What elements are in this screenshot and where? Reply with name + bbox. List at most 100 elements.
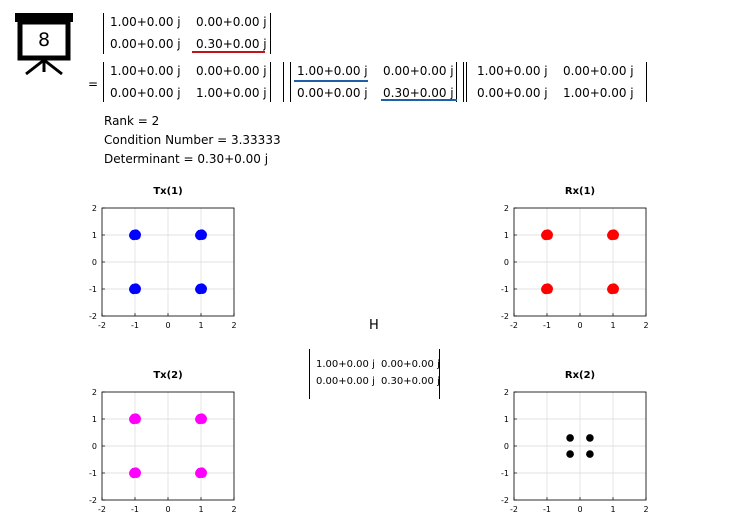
data-point bbox=[195, 283, 207, 295]
data-point bbox=[129, 283, 141, 295]
x-tick-label: -1 bbox=[543, 321, 551, 330]
x-tick-label: -2 bbox=[98, 505, 106, 514]
y-tick-label: 1 bbox=[92, 231, 97, 240]
rank-text: Rank = 2 bbox=[104, 114, 160, 128]
x-tick-label: -1 bbox=[131, 321, 139, 330]
matrix-cell: 0.00+0.00 j bbox=[563, 64, 634, 78]
matrix-cell: 0.00+0.00 j bbox=[381, 359, 440, 370]
x-tick-label: 1 bbox=[610, 505, 615, 514]
matrix-cell: 0.00+0.00 j bbox=[297, 86, 368, 100]
matrix-cell: 1.00+0.00 j bbox=[316, 359, 375, 370]
y-tick-label: 2 bbox=[92, 388, 97, 397]
chart-title: Tx(1) bbox=[153, 186, 182, 197]
x-tick-label: 1 bbox=[610, 321, 615, 330]
y-tick-label: 2 bbox=[504, 204, 509, 213]
top-matrix: 1.00+0.00 j 0.00+0.00 j 0.00+0.00 j 0.30… bbox=[103, 13, 271, 54]
x-tick-label: 2 bbox=[231, 321, 236, 330]
matrix-cell: 0.00+0.00 j bbox=[196, 15, 267, 29]
matrix-cell: 1.00+0.00 j bbox=[110, 64, 181, 78]
x-tick-label: -2 bbox=[510, 505, 518, 514]
chart-tx1: Tx(1) -2 -1 0 1 2 2 1 0 -1 -2 bbox=[89, 186, 237, 330]
matrix-cell: 0.00+0.00 j bbox=[477, 86, 548, 100]
y-tick-label: -2 bbox=[501, 312, 509, 321]
y-tick-label: 0 bbox=[504, 258, 509, 267]
matrix-cell: 0.00+0.00 j bbox=[383, 64, 454, 78]
y-tick-label: -1 bbox=[89, 285, 97, 294]
y-tick-label: 0 bbox=[92, 442, 97, 451]
data-point bbox=[129, 229, 141, 241]
h-label: H bbox=[369, 318, 379, 333]
blue-underline bbox=[294, 80, 368, 82]
chart-rx2: Rx(2) -2 -1 0 1 2 2 1 0 -1 -2 bbox=[501, 370, 649, 514]
matrix-cell: 0.00+0.00 j bbox=[196, 64, 267, 78]
y-tick-label: 2 bbox=[92, 204, 97, 213]
matrix-cell: 0.00+0.00 j bbox=[316, 376, 375, 387]
data-point bbox=[195, 467, 207, 479]
y-tick-label: 1 bbox=[504, 415, 509, 424]
y-tick-label: 1 bbox=[92, 415, 97, 424]
y-tick-label: -1 bbox=[501, 285, 509, 294]
matrix-cell: 0.00+0.00 j bbox=[110, 37, 181, 51]
matrix-cell: 1.00+0.00 j bbox=[297, 64, 368, 78]
data-point bbox=[586, 434, 594, 442]
x-tick-label: -2 bbox=[98, 321, 106, 330]
svd-u-matrix: 1.00+0.00 j 0.00+0.00 j 0.00+0.00 j 1.00… bbox=[103, 62, 271, 102]
chart-title: Rx(1) bbox=[565, 186, 595, 197]
slide-number: 8 bbox=[37, 29, 51, 51]
data-point bbox=[195, 229, 207, 241]
red-underline bbox=[192, 51, 265, 53]
x-tick-label: -1 bbox=[131, 505, 139, 514]
presentation-board-icon: 8 bbox=[12, 10, 78, 76]
matrix-cell: 1.00+0.00 j bbox=[110, 15, 181, 29]
data-point bbox=[566, 450, 574, 458]
h-matrix: 1.00+0.00 j 0.00+0.00 j 0.00+0.00 j 0.30… bbox=[309, 349, 440, 399]
y-tick-label: -1 bbox=[501, 469, 509, 478]
data-point bbox=[541, 229, 553, 241]
data-point bbox=[566, 434, 574, 442]
x-tick-label: 2 bbox=[231, 505, 236, 514]
y-tick-label: -2 bbox=[89, 496, 97, 505]
data-point bbox=[607, 229, 619, 241]
data-point bbox=[607, 283, 619, 295]
matrix-cell: 0.30+0.00 j bbox=[196, 37, 267, 51]
chart-rx1: Rx(1) -2 -1 0 1 2 2 1 0 -1 -2 bbox=[501, 186, 649, 330]
x-tick-label: -2 bbox=[510, 321, 518, 330]
blue-underline bbox=[381, 99, 457, 101]
matrix-cell: 1.00+0.00 j bbox=[196, 86, 267, 100]
x-tick-label: 0 bbox=[577, 505, 582, 514]
x-tick-label: 0 bbox=[165, 505, 170, 514]
y-tick-label: 0 bbox=[504, 442, 509, 451]
x-tick-label: 1 bbox=[198, 505, 203, 514]
y-tick-label: -2 bbox=[501, 496, 509, 505]
data-point bbox=[129, 413, 141, 425]
svd-v-matrix: 1.00+0.00 j 0.00+0.00 j 0.00+0.00 j 1.00… bbox=[466, 62, 647, 102]
y-tick-label: 2 bbox=[504, 388, 509, 397]
chart-title: Rx(2) bbox=[565, 370, 595, 381]
data-point bbox=[541, 283, 553, 295]
matrix-cell: 0.30+0.00 j bbox=[381, 376, 440, 387]
determinant-text: Determinant = 0.30+0.00 j bbox=[104, 152, 269, 166]
x-tick-label: -1 bbox=[543, 505, 551, 514]
x-tick-label: 1 bbox=[198, 321, 203, 330]
matrix-cell: 1.00+0.00 j bbox=[563, 86, 634, 100]
y-tick-label: -2 bbox=[89, 312, 97, 321]
condition-number-text: Condition Number = 3.33333 bbox=[104, 133, 281, 147]
svd-s-matrix-outer: 1.00+0.00 j 0.00+0.00 j 0.00+0.00 j 0.30… bbox=[283, 62, 464, 102]
matrix-cell: 0.00+0.00 j bbox=[110, 86, 181, 100]
svd-s-matrix: 1.00+0.00 j 0.00+0.00 j 0.00+0.00 j 0.30… bbox=[290, 62, 457, 102]
data-point bbox=[586, 450, 594, 458]
y-tick-label: 1 bbox=[504, 231, 509, 240]
equals-sign: = bbox=[88, 77, 99, 91]
data-point bbox=[195, 413, 207, 425]
matrix-cell: 0.30+0.00 j bbox=[383, 86, 454, 100]
y-tick-label: -1 bbox=[89, 469, 97, 478]
data-point bbox=[129, 467, 141, 479]
x-tick-label: 2 bbox=[643, 321, 648, 330]
chart-title: Tx(2) bbox=[153, 370, 182, 381]
x-tick-label: 2 bbox=[643, 505, 648, 514]
chart-tx2: Tx(2) -2 -1 0 1 2 2 1 0 -1 -2 bbox=[89, 370, 237, 514]
x-tick-label: 0 bbox=[577, 321, 582, 330]
y-tick-label: 0 bbox=[92, 258, 97, 267]
matrix-cell: 1.00+0.00 j bbox=[477, 64, 548, 78]
x-tick-label: 0 bbox=[165, 321, 170, 330]
